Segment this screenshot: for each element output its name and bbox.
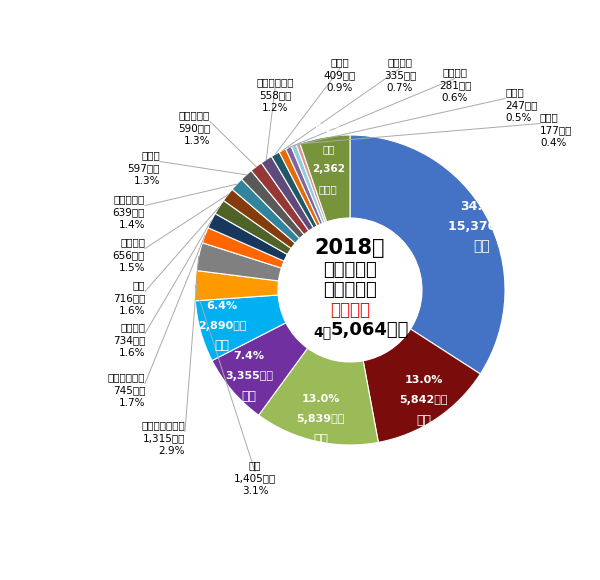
Text: 旅行消費額: 旅行消費額 bbox=[323, 281, 377, 299]
Wedge shape bbox=[232, 179, 299, 243]
Wedge shape bbox=[291, 144, 325, 223]
Text: インド: インド bbox=[505, 87, 524, 97]
Text: 656億円: 656億円 bbox=[113, 250, 145, 260]
Wedge shape bbox=[242, 171, 304, 238]
Text: 247億円: 247億円 bbox=[505, 100, 538, 110]
Text: 5.2%: 5.2% bbox=[314, 124, 343, 134]
Text: 177億円: 177億円 bbox=[540, 125, 572, 135]
Text: 香港: 香港 bbox=[242, 390, 257, 403]
Wedge shape bbox=[300, 135, 350, 222]
Wedge shape bbox=[208, 213, 287, 261]
Text: 米国: 米国 bbox=[215, 339, 230, 352]
Wedge shape bbox=[363, 329, 481, 443]
Text: 7.4%: 7.4% bbox=[233, 351, 265, 361]
Text: カナダ: カナダ bbox=[141, 150, 160, 160]
Text: 1.6%: 1.6% bbox=[119, 348, 145, 358]
Wedge shape bbox=[251, 163, 309, 234]
Text: 2018年: 2018年 bbox=[315, 238, 385, 258]
Text: 13.0%: 13.0% bbox=[405, 375, 443, 385]
Text: シンガポール: シンガポール bbox=[107, 372, 145, 382]
Text: 2.9%: 2.9% bbox=[158, 446, 185, 456]
Text: 5,839億円: 5,839億円 bbox=[296, 414, 345, 425]
Wedge shape bbox=[202, 228, 284, 268]
Wedge shape bbox=[296, 143, 327, 223]
Text: 745億円: 745億円 bbox=[113, 385, 145, 395]
Text: マレーシア: マレーシア bbox=[114, 194, 145, 204]
Text: 558億円: 558億円 bbox=[259, 90, 291, 100]
Text: 0.4%: 0.4% bbox=[540, 138, 566, 148]
Wedge shape bbox=[196, 295, 286, 361]
Text: 639億円: 639億円 bbox=[113, 207, 145, 217]
Text: 1.2%: 1.2% bbox=[262, 103, 288, 113]
Circle shape bbox=[278, 218, 422, 362]
Text: 台湾: 台湾 bbox=[313, 433, 328, 446]
Text: 281億円: 281億円 bbox=[439, 80, 471, 90]
Text: 734億円: 734億円 bbox=[113, 335, 145, 345]
Text: 15,370 億円: 15,370 億円 bbox=[448, 220, 515, 233]
Wedge shape bbox=[259, 348, 379, 445]
Text: 1.3%: 1.3% bbox=[133, 176, 160, 186]
Text: 5,064億円: 5,064億円 bbox=[331, 321, 409, 339]
Text: 1.7%: 1.7% bbox=[119, 398, 145, 408]
Text: 4兆: 4兆 bbox=[313, 325, 331, 339]
Text: タイ: タイ bbox=[249, 460, 261, 470]
Text: 409億円: 409億円 bbox=[324, 70, 356, 80]
Text: 1.6%: 1.6% bbox=[119, 306, 145, 316]
Text: 0.5%: 0.5% bbox=[505, 113, 532, 123]
Text: 6.4%: 6.4% bbox=[206, 300, 238, 310]
Text: 335億円: 335億円 bbox=[384, 70, 416, 80]
Text: 590億円: 590億円 bbox=[178, 123, 210, 133]
Text: 5,842億円: 5,842億円 bbox=[400, 395, 448, 405]
Text: 0.7%: 0.7% bbox=[387, 83, 413, 93]
Text: 1,405億円: 1,405億円 bbox=[234, 473, 276, 483]
Text: 1.4%: 1.4% bbox=[119, 220, 145, 230]
Text: 億円: 億円 bbox=[322, 144, 335, 154]
Wedge shape bbox=[212, 323, 308, 415]
Wedge shape bbox=[195, 270, 278, 301]
Text: 597億円: 597億円 bbox=[128, 163, 160, 173]
Text: フィリピン: フィリピン bbox=[179, 110, 210, 120]
Text: インドネシア: インドネシア bbox=[256, 77, 294, 87]
Text: 2,362: 2,362 bbox=[312, 164, 345, 174]
Text: ベトナム: ベトナム bbox=[120, 322, 145, 332]
Text: ドイツ: ドイツ bbox=[331, 57, 349, 67]
Wedge shape bbox=[286, 147, 323, 224]
Text: 1.3%: 1.3% bbox=[184, 136, 210, 146]
Text: その他: その他 bbox=[319, 184, 338, 194]
Text: 0.6%: 0.6% bbox=[442, 93, 468, 103]
Text: 中国: 中国 bbox=[473, 240, 490, 253]
Wedge shape bbox=[215, 201, 291, 255]
Text: フランス: フランス bbox=[120, 237, 145, 247]
Text: 韓国: 韓国 bbox=[416, 414, 431, 426]
Text: 1.5%: 1.5% bbox=[119, 263, 145, 273]
Text: 3.1%: 3.1% bbox=[242, 486, 268, 496]
Text: 3,355億円: 3,355億円 bbox=[225, 371, 273, 381]
Text: 34.1%: 34.1% bbox=[460, 200, 503, 213]
Text: オーストラリア: オーストラリア bbox=[141, 420, 185, 430]
Text: （速報）: （速報） bbox=[330, 301, 370, 319]
Text: 2,890億円: 2,890億円 bbox=[198, 321, 247, 331]
Text: 1,315億円: 1,315億円 bbox=[143, 433, 185, 443]
Text: 0.9%: 0.9% bbox=[327, 83, 353, 93]
Wedge shape bbox=[279, 149, 320, 226]
Wedge shape bbox=[271, 152, 317, 228]
Wedge shape bbox=[350, 135, 505, 374]
Text: 13.0%: 13.0% bbox=[301, 394, 340, 404]
Text: 英国: 英国 bbox=[133, 280, 145, 290]
Wedge shape bbox=[223, 189, 295, 248]
Wedge shape bbox=[196, 243, 281, 281]
Text: スペイン: スペイン bbox=[443, 67, 467, 77]
Text: ロシア: ロシア bbox=[540, 112, 559, 122]
Wedge shape bbox=[262, 157, 314, 231]
Text: 716億円: 716億円 bbox=[113, 293, 145, 303]
Text: 訪日外国人: 訪日外国人 bbox=[323, 261, 377, 279]
Text: イタリア: イタリア bbox=[388, 57, 413, 67]
